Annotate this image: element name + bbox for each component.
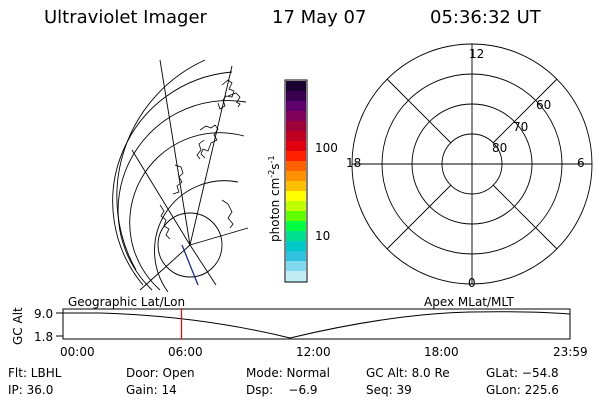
mlat-label-70: 70 [513, 120, 529, 134]
mlt-label-0: 0 [468, 276, 476, 290]
colorbar-swatch [286, 141, 306, 152]
geographic-latlon-label: Geographic Lat/Lon [68, 295, 186, 309]
colorbar-swatch [286, 131, 306, 142]
time-label: 05:36:32 UT [430, 7, 541, 28]
timeline-tick-2359: 23:59 [553, 345, 588, 359]
glon-info: GLon: 225.6 [486, 383, 559, 397]
mlat-label-80: 80 [492, 141, 508, 155]
colorbar-swatch [286, 271, 306, 282]
timeline-tick-1800: 18:00 [424, 345, 459, 359]
colorbar-swatch [286, 81, 306, 92]
timeline-tick-0000: 00:00 [60, 345, 95, 359]
mlt-label-6: 6 [577, 156, 585, 170]
filter-info: Flt: LBHL [8, 366, 62, 380]
colorbar-swatch [286, 221, 306, 232]
mlt-label-12: 12 [469, 47, 485, 61]
mlat-label-60: 60 [536, 98, 552, 112]
colorbar-swatch [286, 201, 306, 212]
gc-alt-tick-9: 9.0 [34, 307, 54, 321]
colorbar-swatch [286, 101, 306, 112]
colorbar-swatch [286, 171, 306, 182]
colorbar-swatch [286, 91, 306, 102]
colorbar-swatch [286, 111, 306, 122]
timeline-tick-0600: 06:00 [168, 345, 203, 359]
date-label: 17 May 07 [272, 7, 367, 28]
colorbar-swatch [286, 241, 306, 252]
dsp-info: Dsp: −6.9 [246, 383, 318, 397]
mode-info: Mode: Normal [246, 366, 330, 380]
colorbar-swatch [286, 231, 306, 242]
apex-mlat-mlt-label: Apex MLat/MLT [424, 295, 514, 309]
gc-alt-info: GC Alt: 8.0 Re [366, 366, 450, 380]
instrument-title: Ultraviolet Imager [44, 7, 207, 28]
colorbar-swatch [286, 211, 306, 222]
colorbar-swatch [286, 121, 306, 132]
gain-info: Gain: 14 [126, 383, 177, 397]
colorbar-tick-10: 10 [315, 229, 331, 243]
gc-alt-tick-1-8: 1.8 [34, 330, 54, 344]
ip-info: IP: 36.0 [8, 383, 54, 397]
colorbar-swatch [286, 161, 306, 172]
colorbar-swatch [286, 191, 306, 202]
colorbar-swatch [286, 251, 306, 262]
glat-info: GLat: −54.8 [486, 366, 559, 380]
colorbar-tick-100: 100 [315, 141, 338, 155]
mlt-label-18: 18 [346, 156, 362, 170]
colorbar-swatch [286, 261, 306, 272]
door-info: Door: Open [126, 366, 195, 380]
colorbar-swatch [286, 151, 306, 162]
timeline-tick-1200: 12:00 [296, 345, 331, 359]
colorbar-swatch [286, 181, 306, 192]
seq-info: Seq: 39 [366, 383, 412, 397]
